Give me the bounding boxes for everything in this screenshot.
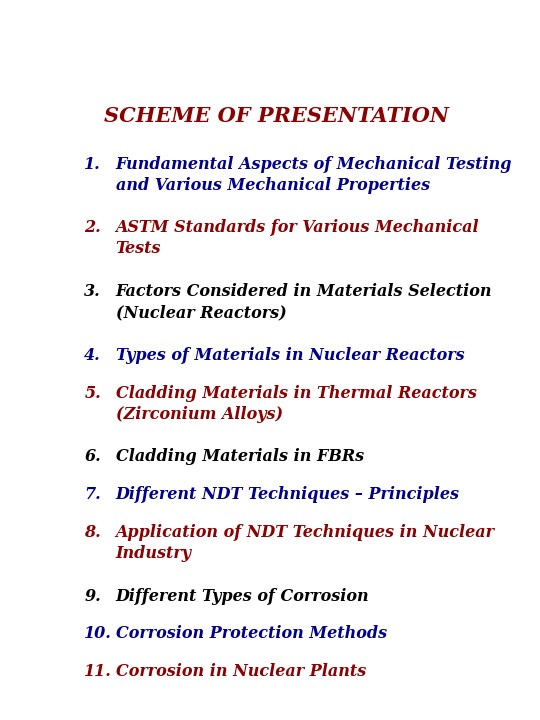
Text: 2.: 2. [84,220,101,236]
Text: 4.: 4. [84,347,101,364]
Text: 3.: 3. [84,283,101,300]
Text: 10.: 10. [84,625,112,642]
Text: Cladding Materials in Thermal Reactors
(Zirconium Alloys): Cladding Materials in Thermal Reactors (… [116,384,476,423]
Text: Fundamental Aspects of Mechanical Testing
and Various Mechanical Properties: Fundamental Aspects of Mechanical Testin… [116,156,512,194]
Text: Different NDT Techniques – Principles: Different NDT Techniques – Principles [116,486,460,503]
Text: 1.: 1. [84,156,101,173]
Text: Corrosion in Nuclear Plants: Corrosion in Nuclear Plants [116,663,366,680]
Text: SCHEME OF PRESENTATION: SCHEME OF PRESENTATION [104,106,449,126]
Text: 7.: 7. [84,486,101,503]
Text: 5.: 5. [84,384,101,402]
Text: Corrosion Protection Methods: Corrosion Protection Methods [116,625,387,642]
Text: 11.: 11. [84,663,112,680]
Text: Cladding Materials in FBRs: Cladding Materials in FBRs [116,449,364,465]
Text: Different Types of Corrosion: Different Types of Corrosion [116,588,369,605]
Text: Factors Considered in Materials Selection
(Nuclear Reactors): Factors Considered in Materials Selectio… [116,283,492,321]
Text: 8.: 8. [84,524,101,541]
Text: ASTM Standards for Various Mechanical
Tests: ASTM Standards for Various Mechanical Te… [116,220,480,257]
Text: 9.: 9. [84,588,101,605]
Text: Application of NDT Techniques in Nuclear
Industry: Application of NDT Techniques in Nuclear… [116,524,495,562]
Text: Types of Materials in Nuclear Reactors: Types of Materials in Nuclear Reactors [116,347,464,364]
Text: 6.: 6. [84,449,101,465]
